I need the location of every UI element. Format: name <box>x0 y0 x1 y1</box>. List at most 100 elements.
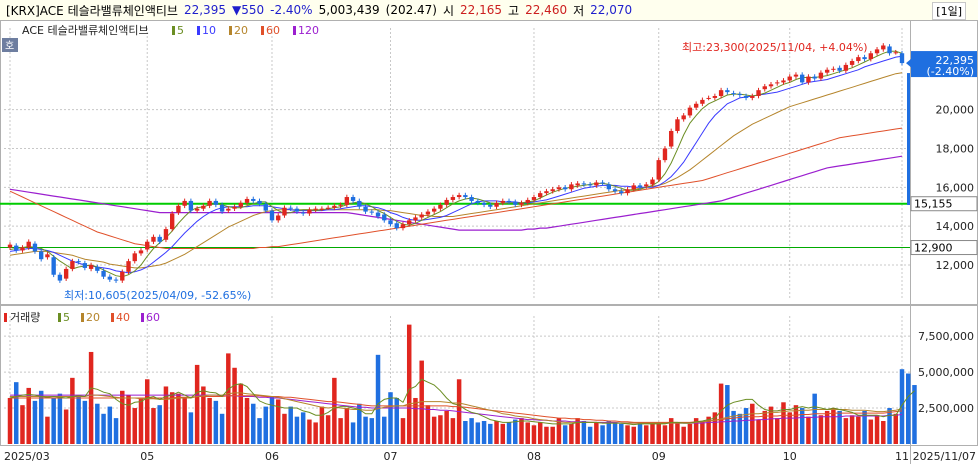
volume-bar <box>537 422 543 444</box>
quote-header: [KRX]ACE 테슬라밸류체인액티브 22,395 ▼550 -2.40% 5… <box>0 0 978 21</box>
volume-legend-label-ma60: 60 <box>146 311 160 324</box>
x-tick-label: 2025/03 <box>4 450 50 463</box>
candle <box>32 243 38 252</box>
volume-bar <box>587 426 593 444</box>
volume-bar <box>506 422 512 444</box>
volume-bar <box>737 413 743 444</box>
legend-swatch <box>197 26 200 35</box>
volume-bar <box>76 396 81 444</box>
current-price-bar <box>907 73 910 205</box>
volume-bar <box>257 418 262 444</box>
candle <box>625 189 630 194</box>
volume-bar <box>874 415 880 444</box>
candle <box>70 261 75 269</box>
candle <box>619 191 624 194</box>
candle <box>282 207 287 216</box>
volume-bar <box>45 416 50 444</box>
x-tick-label: 2025/11/07 <box>913 450 976 463</box>
stock-chart[interactable]: 2025/03 05 06 07 08 09 10 11 2025/11/07 20,000 18,… <box>0 20 978 464</box>
candle <box>219 204 225 212</box>
candle <box>768 84 774 87</box>
candle <box>313 208 318 210</box>
candle <box>644 184 649 187</box>
candle <box>531 197 537 200</box>
legend-swatch <box>229 26 232 35</box>
candle <box>257 200 262 204</box>
volume-bar <box>781 402 786 444</box>
reference-label-box <box>910 240 978 256</box>
volume-bar <box>363 416 368 444</box>
volume-bar <box>644 425 649 444</box>
volume-bar <box>581 420 587 444</box>
x-tick-label: 05 <box>140 450 154 463</box>
candle <box>481 202 487 205</box>
candle <box>893 52 898 54</box>
volume-bar <box>905 373 911 444</box>
candle <box>438 204 443 209</box>
candle <box>456 195 462 198</box>
candle <box>700 99 705 104</box>
candle <box>538 193 543 198</box>
hoga-badge <box>2 38 18 52</box>
reference-label: 12,900 <box>914 242 953 255</box>
volume-bar <box>269 396 275 444</box>
volume-bar <box>469 418 474 444</box>
candle <box>132 253 137 262</box>
candle <box>718 90 724 96</box>
candle <box>712 96 718 98</box>
volume-bar <box>862 410 867 444</box>
price-change-pct: -2.40% <box>270 3 313 17</box>
volume-bar <box>444 410 449 444</box>
candle <box>425 211 431 215</box>
candle <box>787 76 792 81</box>
volume-bar <box>26 387 31 444</box>
candle <box>394 223 399 229</box>
volume-bar <box>500 423 506 444</box>
volume-bar <box>300 412 306 444</box>
current-price-label: 22,395 <box>936 54 975 67</box>
period-selector[interactable]: [1일] <box>932 2 966 20</box>
volume-tick-label: 7,500,000 <box>918 330 974 343</box>
volume-bar <box>294 416 300 444</box>
volume-bar <box>650 423 655 444</box>
volume-bar <box>774 418 780 444</box>
candle <box>238 202 243 207</box>
candle <box>781 80 786 83</box>
volume-bar <box>95 403 100 444</box>
candle <box>731 93 736 95</box>
candle <box>881 45 886 50</box>
volume-bar <box>625 425 630 444</box>
candle <box>569 184 574 190</box>
volume-bar <box>151 408 156 444</box>
volume-bar <box>394 397 399 444</box>
candle <box>169 213 175 230</box>
candle <box>793 74 799 77</box>
volume-bar <box>425 405 431 444</box>
volume-bar <box>712 412 718 444</box>
candle <box>812 76 817 79</box>
volume-bar <box>706 416 711 444</box>
volume-bar <box>569 423 574 444</box>
volume-bar <box>82 400 88 444</box>
candle <box>400 224 406 229</box>
volume-bar <box>756 419 761 444</box>
candle <box>57 274 63 281</box>
current-price-arrow <box>906 58 912 69</box>
volume-bar <box>319 406 325 444</box>
volume-bar <box>837 410 842 444</box>
candle <box>145 241 150 250</box>
volume-bar <box>344 408 350 444</box>
volume-bar <box>244 397 250 444</box>
volume-bar <box>350 422 356 444</box>
instrument-name[interactable]: [KRX]ACE 테슬라밸류체인액티브 <box>6 3 178 18</box>
volume-bar <box>70 377 75 444</box>
candle <box>126 261 131 272</box>
candle <box>288 207 293 209</box>
candle <box>469 197 474 201</box>
candle <box>450 197 456 200</box>
volume-bar <box>868 419 874 444</box>
volume-bar <box>138 397 144 444</box>
candle <box>319 208 325 210</box>
volume-bar <box>594 422 599 444</box>
volume-bar <box>226 353 231 444</box>
